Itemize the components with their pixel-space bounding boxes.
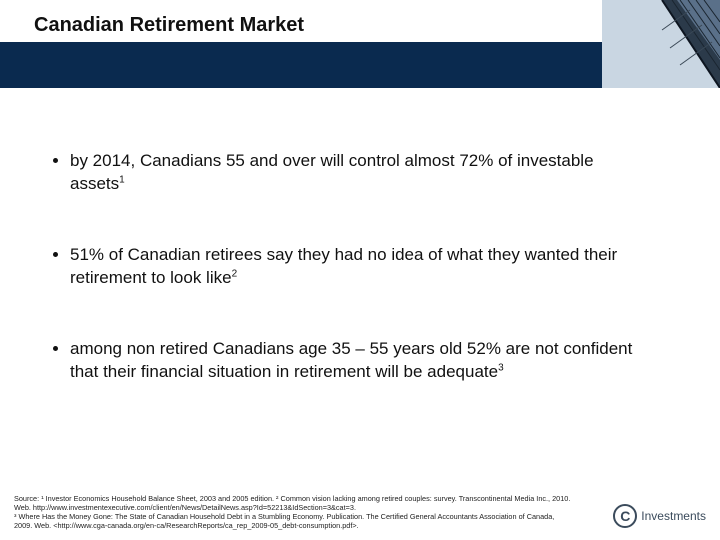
footer-line: ¹ Investor Economics Household Balance S… bbox=[14, 494, 570, 512]
bullet-item: among non retired Canadians age 35 – 55 … bbox=[70, 338, 650, 384]
bullet-item: by 2014, Canadians 55 and over will cont… bbox=[70, 150, 650, 196]
bullet-text: 51% of Canadian retirees say they had no… bbox=[70, 245, 617, 287]
logo-letter: C bbox=[620, 508, 630, 524]
footer-line: ³ Where Has the Money Gone: The State of… bbox=[14, 512, 554, 530]
bullet-text: by 2014, Canadians 55 and over will cont… bbox=[70, 151, 594, 193]
building-corner-image bbox=[602, 0, 720, 88]
bullet-item: 51% of Canadian retirees say they had no… bbox=[70, 244, 650, 290]
source-footer: Source: ¹ Investor Economics Household B… bbox=[14, 494, 574, 530]
bullet-text: among non retired Canadians age 35 – 55 … bbox=[70, 339, 632, 381]
bullet-list: by 2014, Canadians 55 and over will cont… bbox=[50, 150, 650, 432]
logo-text: Investments bbox=[641, 509, 706, 523]
slide: Canadian Retirement Market by 2014, Cana… bbox=[0, 0, 720, 540]
brand-logo: C Investments bbox=[613, 504, 706, 528]
footer-prefix: Source: bbox=[14, 494, 41, 503]
bullet-ref: 1 bbox=[119, 174, 125, 185]
logo-circle-icon: C bbox=[613, 504, 637, 528]
bullet-ref: 2 bbox=[232, 268, 238, 279]
bullet-ref: 3 bbox=[498, 362, 504, 373]
slide-title: Canadian Retirement Market bbox=[34, 14, 304, 37]
